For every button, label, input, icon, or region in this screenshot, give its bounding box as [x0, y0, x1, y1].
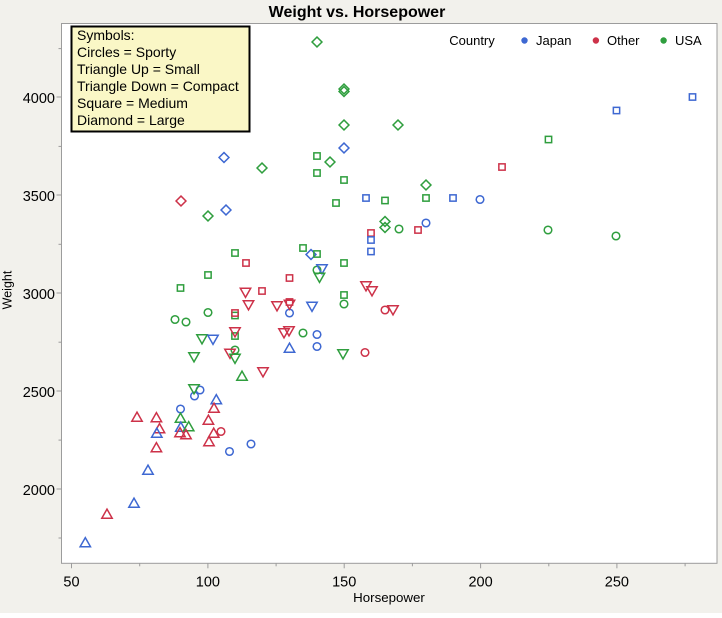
svg-text:200: 200 [468, 575, 492, 591]
svg-text:3000: 3000 [23, 287, 55, 303]
svg-text:50: 50 [63, 575, 79, 591]
svg-text:Diamond = Large: Diamond = Large [77, 112, 185, 128]
svg-text:2500: 2500 [23, 385, 55, 401]
svg-text:USA: USA [675, 33, 702, 48]
svg-text:Weight vs. Horsepower: Weight vs. Horsepower [269, 4, 446, 21]
svg-text:Weight: Weight [1, 270, 15, 309]
svg-text:Symbols:: Symbols: [77, 27, 135, 43]
svg-text:Square = Medium: Square = Medium [77, 95, 188, 111]
svg-text:2000: 2000 [23, 483, 55, 499]
svg-text:Country: Country [449, 33, 495, 48]
svg-text:Japan: Japan [536, 33, 571, 48]
svg-text:Triangle Down = Compact: Triangle Down = Compact [77, 78, 239, 94]
svg-text:4000: 4000 [23, 91, 55, 107]
svg-text:150: 150 [332, 575, 356, 591]
svg-text:3500: 3500 [23, 189, 55, 205]
svg-text:100: 100 [196, 575, 220, 591]
svg-text:250: 250 [605, 575, 629, 591]
svg-text:Triangle Up = Small: Triangle Up = Small [77, 61, 200, 77]
svg-text:Other: Other [607, 33, 640, 48]
svg-text:Horsepower: Horsepower [353, 590, 425, 605]
svg-text:Circles = Sporty: Circles = Sporty [77, 44, 176, 60]
